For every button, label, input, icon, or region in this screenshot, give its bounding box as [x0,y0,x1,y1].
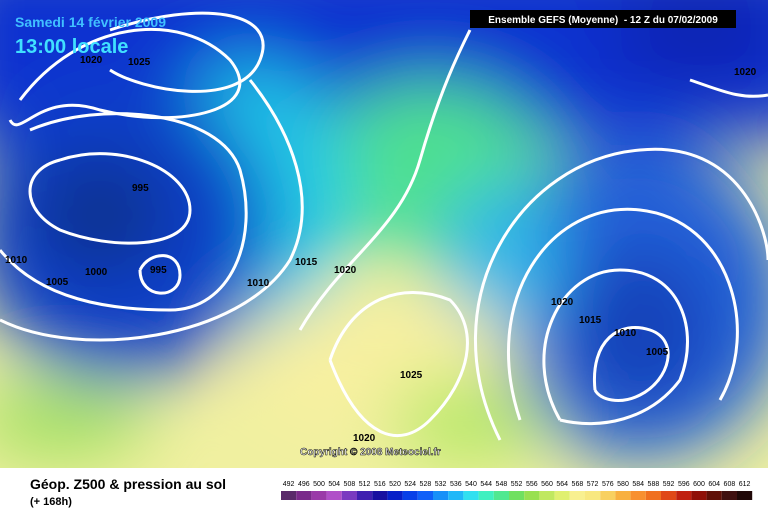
legend-label: 500 [313,481,325,488]
legend-label: 504 [328,481,340,488]
isobar-label: 1015 [295,257,318,268]
legend-label: 492 [283,481,295,488]
legend-label: 512 [359,481,371,488]
color-legend: 492 496 500 504 508 512 516 520 524 528 532 536 540 5… [281,481,753,500]
isobar-label: 995 [150,265,167,276]
footer-lead: (+ 168h) [30,496,72,508]
isobar-label: 1005 [46,277,69,288]
isobar-label: 1010 [247,278,270,289]
legend-label: 604 [708,481,720,488]
legend-swatch [296,491,312,500]
legend-label: 548 [496,481,508,488]
isobar-label: 1025 [400,370,423,381]
footer [0,468,768,512]
legend-label: 584 [632,481,644,488]
legend-swatch [600,491,616,500]
copyright: Copyright © 2008 Meteociel.fr [300,447,441,458]
legend-swatch [661,491,677,500]
legend-swatch [706,491,722,500]
legend-swatch [676,491,692,500]
isobar-label: 1010 [5,255,28,266]
legend-swatch [402,491,418,500]
legend-label: 556 [526,481,538,488]
legend-swatch [433,491,449,500]
isobar-label: 1005 [646,347,669,358]
legend-label: 588 [648,481,660,488]
isobar-labels: 1020 1025 995 1010 1000 995 1005 1010 10… [5,55,757,444]
legend-swatch [585,491,601,500]
legend-label: 612 [739,481,751,488]
model: Ensemble GEFS (Moyenne) - 12 Z du 07/02/… [488,15,718,26]
legend-label: 524 [404,481,416,488]
time: 13:00 locale [15,36,128,58]
date: Samedi 14 février 2009 [15,14,166,30]
legend-label: 608 [724,481,736,488]
isobar-label: 995 [132,183,149,194]
legend-swatch [569,491,585,500]
legend-swatch [554,491,570,500]
isobar-label: 1025 [128,57,151,68]
isobar-label: 1020 [734,67,757,78]
legend-swatch [357,491,373,500]
legend-swatch [448,491,464,500]
legend-label: 564 [556,481,568,488]
legend-swatch [326,491,342,500]
isobar-label: 1000 [85,267,108,278]
legend-swatch [630,491,646,500]
legend-label: 544 [480,481,492,488]
legend-label: 540 [465,481,477,488]
isobar-label: 1015 [579,315,602,326]
legend-swatch [691,491,707,500]
legend-label: 596 [678,481,690,488]
legend-swatch [417,491,433,500]
legend-label: 528 [420,481,432,488]
legend-label: 560 [541,481,553,488]
isobar-label: 1020 [551,297,574,308]
isobar-label: 1020 [353,433,376,444]
legend-label: 536 [450,481,462,488]
legend-label: 508 [344,481,356,488]
legend-swatch [372,491,388,500]
map-field [0,0,768,468]
footer-title: Géop. Z500 & pression au sol [30,476,226,492]
isobar-label: 1020 [334,265,357,276]
legend-label: 496 [298,481,310,488]
legend-label: 520 [389,481,401,488]
legend-swatch [539,491,555,500]
legend-label: 516 [374,481,386,488]
legend-swatch [387,491,403,500]
isobar-label: 1020 [80,55,103,66]
isobar-label: 1010 [614,328,637,339]
legend-swatch [478,491,494,500]
legend-swatch [281,491,297,500]
model-box [470,10,736,28]
legend-swatch [493,491,509,500]
legend-swatch [463,491,479,500]
legend-swatch [524,491,540,500]
legend-swatch [615,491,631,500]
legend-label: 572 [587,481,599,488]
legend-label: 552 [511,481,523,488]
legend-label: 576 [602,481,614,488]
legend-label: 592 [663,481,675,488]
legend-swatch [645,491,661,500]
legend-label: 532 [435,481,447,488]
legend-swatch [737,491,753,500]
legend-swatch [341,491,357,500]
legend-label: 600 [693,481,705,488]
legend-swatch [311,491,327,500]
legend-label: 580 [617,481,629,488]
legend-label: 568 [572,481,584,488]
legend-swatch [721,491,737,500]
legend-swatch [509,491,525,500]
